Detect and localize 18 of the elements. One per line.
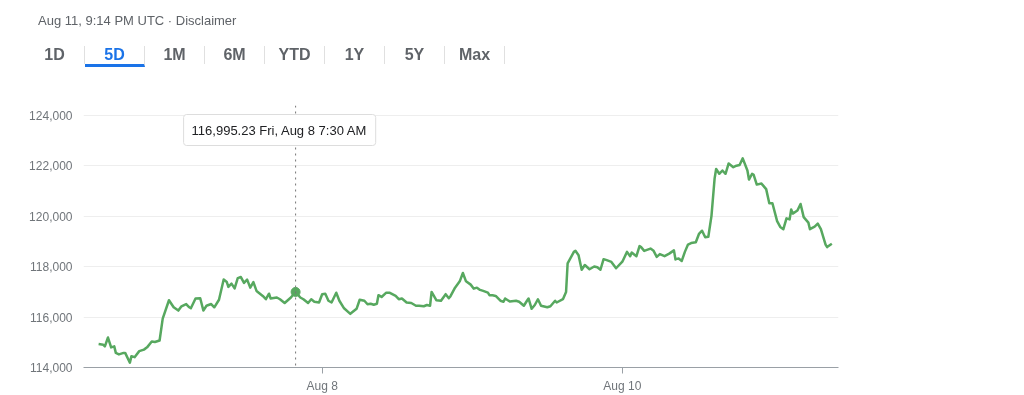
- y-tick-label: 124,000: [29, 109, 73, 124]
- x-tick-label: Aug 10: [603, 378, 642, 393]
- annotation: 116,995.23 Fri, Aug 8 7:30 AM: [191, 122, 367, 138]
- text: 5D: [85, 46, 145, 67]
- text: YTD: [265, 46, 325, 64]
- y-tick-label: 120,000: [29, 209, 73, 224]
- y-tick-label: 116,000: [30, 310, 73, 325]
- y-tick-label: 114,000: [30, 361, 73, 375]
- text: 1D: [25, 46, 85, 64]
- y-tick-label: 122,000: [29, 159, 73, 174]
- y-tick-label: 118,000: [30, 260, 73, 275]
- text: 1Y: [325, 46, 385, 64]
- text: Aug 11, 9:14 PM UTC · Disclaimer: [38, 13, 238, 28]
- text: Max: [445, 46, 505, 64]
- text: 5Y: [385, 46, 445, 64]
- x-tick-label: Aug 8: [306, 378, 339, 393]
- text: 6M: [205, 46, 265, 64]
- text: 1M: [145, 46, 205, 64]
